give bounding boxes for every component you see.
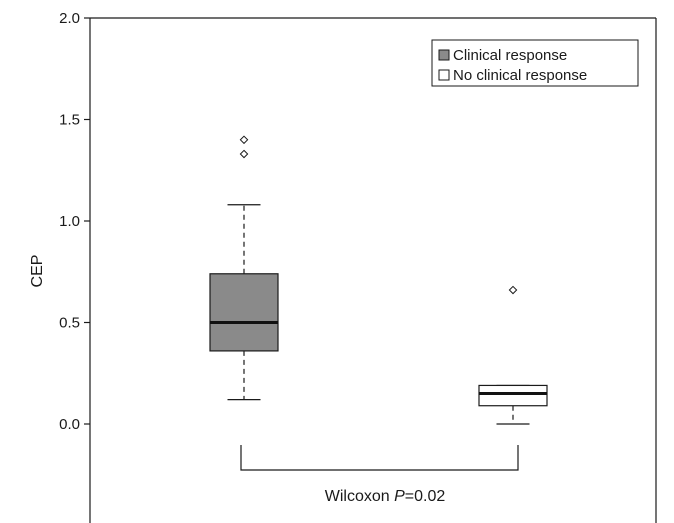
outlier-point [508,285,518,295]
significance-annotation: Wilcoxon P=0.02 [325,488,446,505]
legend-frame [431,39,639,87]
legend-label-clinical-response: Clinical response [453,47,567,64]
iqr-box [478,384,548,407]
legend-swatch-clinical-response [438,49,450,61]
legend-label-no-clinical-response: No clinical response [453,67,587,84]
legend-swatch-no-clinical-response [438,69,450,81]
y-tick-label: 2.0 [59,10,80,27]
outlier-point [239,135,249,145]
iqr-box [209,273,279,352]
significance-bracket [240,445,519,471]
y-tick-label: 1.5 [59,112,80,129]
box-group [209,135,279,401]
y-axis-ticks: 0.0 0.5 1.0 1.5 2.0 [59,10,90,433]
y-axis-label: CEP [29,255,46,288]
annotation-prefix: Wilcoxon [325,488,394,505]
legend: Clinical response No clinical response [431,39,639,87]
outlier-point [239,149,249,159]
box-plot-series [209,135,548,425]
annotation-suffix: =0.02 [405,488,446,505]
y-tick-label: 0.5 [59,315,80,332]
y-tick-label: 1.0 [59,213,80,230]
annotation-p: P [394,488,405,505]
box-group [478,285,548,425]
y-tick-label: 0.0 [59,416,80,433]
